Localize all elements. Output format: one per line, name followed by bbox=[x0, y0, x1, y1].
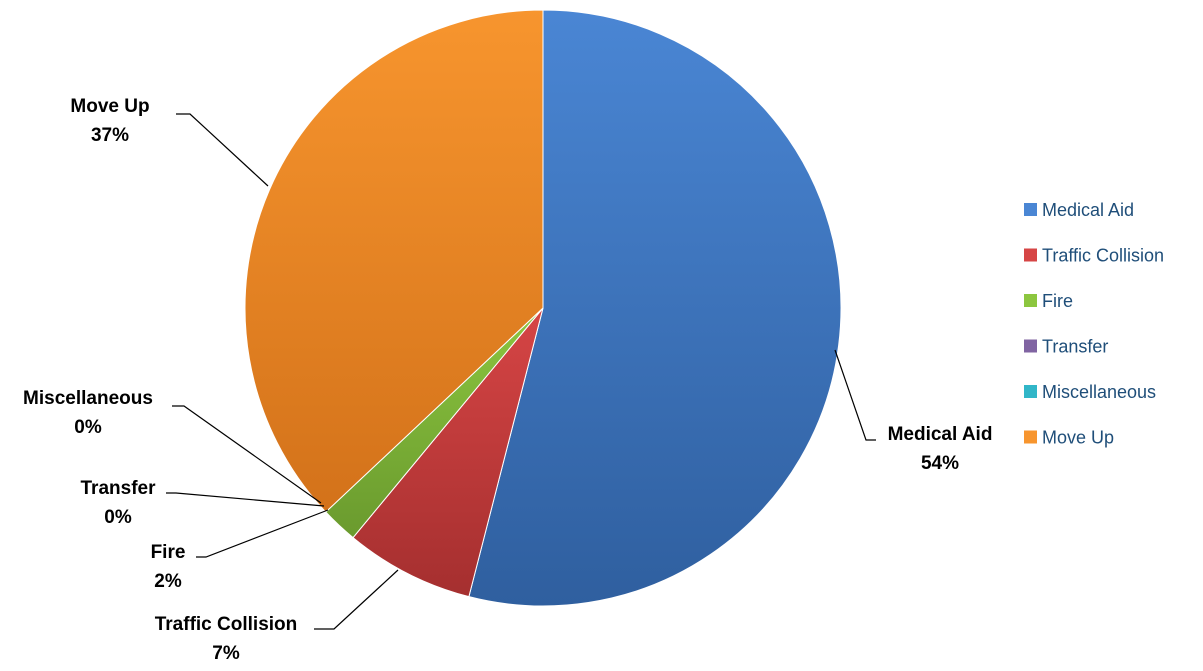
slice-traffic-collision bbox=[352, 307, 544, 598]
legend-swatch-move-up bbox=[1024, 430, 1037, 444]
leader-line-miscellaneous bbox=[172, 405, 322, 504]
legend-swatch-miscellaneous bbox=[1024, 385, 1037, 398]
data-label-name-transfer: Transfer bbox=[81, 478, 157, 499]
data-label-name-fire: Fire bbox=[151, 542, 186, 563]
leader-line-fire bbox=[196, 509, 329, 558]
leader-line-traffic-collision bbox=[314, 569, 399, 630]
slice-move-up bbox=[244, 9, 544, 513]
legend-label-transfer: Transfer bbox=[1042, 337, 1108, 357]
data-label-percent-traffic-collision: 7% bbox=[212, 643, 240, 664]
data-label-name-medical-aid: Medical Aid bbox=[888, 424, 993, 445]
data-label-percent-medical-aid: 54% bbox=[921, 453, 959, 474]
legend-label-traffic-collision: Traffic Collision bbox=[1042, 246, 1164, 266]
data-label-percent-move-up: 37% bbox=[91, 125, 129, 146]
leader-line-transfer bbox=[166, 492, 325, 507]
leader-lines bbox=[166, 113, 876, 630]
leader-line-medical-aid bbox=[834, 349, 876, 441]
data-label-percent-transfer: 0% bbox=[104, 507, 132, 528]
slice-medical-aid bbox=[468, 9, 842, 607]
leader-line-move-up bbox=[176, 113, 269, 187]
data-label-percent-fire: 2% bbox=[154, 571, 182, 592]
legend-label-miscellaneous: Miscellaneous bbox=[1042, 382, 1156, 402]
data-label-name-miscellaneous: Miscellaneous bbox=[23, 388, 153, 409]
pie-slices bbox=[244, 9, 842, 607]
data-label-name-traffic-collision: Traffic Collision bbox=[155, 614, 298, 635]
legend: Medical Aid Traffic Collision Fire Transfer… bbox=[1024, 200, 1164, 448]
data-label-name-move-up: Move Up bbox=[70, 96, 149, 117]
legend-swatch-transfer bbox=[1024, 339, 1037, 353]
legend-label-medical-aid: Medical Aid bbox=[1042, 200, 1134, 220]
legend-label-move-up: Move Up bbox=[1042, 428, 1114, 448]
legend-swatch-traffic-collision bbox=[1024, 248, 1037, 262]
legend-swatch-medical-aid bbox=[1024, 203, 1037, 216]
data-labels: Medical Aid 54% Traffic Collision 7% Fire 2% T… bbox=[23, 96, 992, 664]
data-label-percent-miscellaneous: 0% bbox=[74, 417, 102, 438]
legend-swatch-fire bbox=[1024, 294, 1037, 307]
legend-label-fire: Fire bbox=[1042, 291, 1073, 311]
